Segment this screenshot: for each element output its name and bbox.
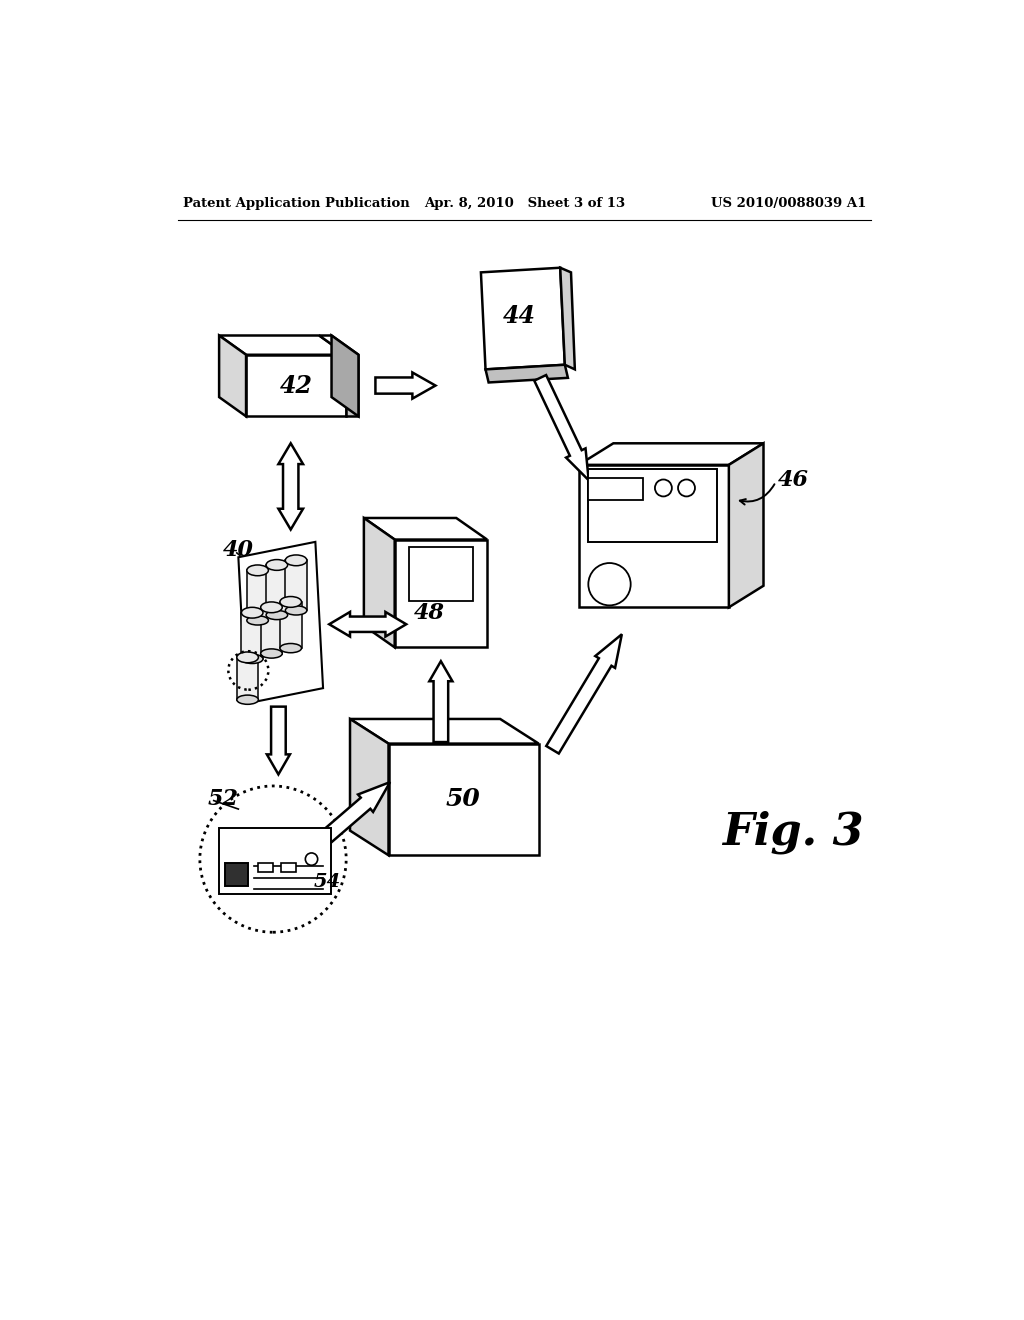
Bar (409, 548, 473, 601)
Polygon shape (279, 444, 303, 529)
Polygon shape (729, 444, 764, 607)
Bar (219, 829, 331, 894)
Bar (258, 863, 273, 873)
Ellipse shape (655, 479, 672, 496)
Ellipse shape (237, 652, 258, 663)
Circle shape (305, 853, 317, 866)
Bar (588, 469, 717, 543)
Polygon shape (394, 540, 487, 647)
Ellipse shape (441, 550, 463, 572)
Polygon shape (266, 565, 288, 615)
Polygon shape (219, 335, 346, 355)
Polygon shape (579, 444, 764, 465)
Text: 52: 52 (208, 788, 239, 810)
Ellipse shape (247, 615, 268, 626)
Ellipse shape (589, 564, 631, 606)
Ellipse shape (266, 610, 288, 619)
Text: Fig. 3: Fig. 3 (722, 810, 863, 854)
Text: 44: 44 (503, 304, 536, 329)
Polygon shape (319, 335, 358, 355)
Ellipse shape (411, 550, 432, 572)
Polygon shape (242, 612, 263, 659)
Polygon shape (485, 364, 568, 383)
Bar (588, 478, 643, 499)
Ellipse shape (261, 649, 283, 659)
Text: 42: 42 (280, 374, 312, 397)
Text: Patent Application Publication: Patent Application Publication (183, 197, 410, 210)
Polygon shape (346, 355, 358, 416)
Bar (225, 863, 249, 886)
Text: US 2010/0088039 A1: US 2010/0088039 A1 (712, 197, 866, 210)
Polygon shape (239, 543, 323, 704)
Polygon shape (376, 372, 435, 399)
Polygon shape (246, 355, 346, 416)
Polygon shape (330, 612, 407, 636)
Ellipse shape (286, 554, 307, 566)
Text: 46: 46 (777, 470, 808, 491)
Polygon shape (560, 268, 574, 370)
Polygon shape (364, 517, 487, 540)
Ellipse shape (247, 565, 268, 576)
Text: 40: 40 (223, 539, 254, 561)
Polygon shape (481, 268, 565, 370)
Ellipse shape (286, 606, 307, 615)
Polygon shape (350, 719, 388, 855)
Polygon shape (286, 561, 307, 610)
Polygon shape (388, 743, 539, 855)
Polygon shape (546, 635, 622, 754)
Text: 48: 48 (414, 602, 444, 624)
Text: Apr. 8, 2010   Sheet 3 of 13: Apr. 8, 2010 Sheet 3 of 13 (424, 197, 626, 210)
Ellipse shape (678, 479, 695, 496)
Polygon shape (318, 781, 390, 845)
Ellipse shape (280, 597, 301, 607)
Text: 54: 54 (313, 874, 341, 891)
Ellipse shape (242, 607, 263, 618)
Polygon shape (364, 517, 394, 647)
Polygon shape (280, 602, 301, 648)
Polygon shape (429, 661, 453, 742)
Polygon shape (267, 706, 290, 775)
Polygon shape (535, 375, 589, 480)
Polygon shape (350, 719, 539, 743)
Ellipse shape (280, 644, 301, 653)
Polygon shape (237, 657, 258, 700)
Polygon shape (332, 335, 358, 416)
Text: 50: 50 (445, 787, 480, 810)
Ellipse shape (266, 560, 288, 570)
Ellipse shape (261, 602, 283, 612)
Polygon shape (219, 335, 246, 416)
Circle shape (200, 785, 346, 932)
Polygon shape (261, 607, 283, 653)
Polygon shape (579, 465, 729, 607)
Ellipse shape (237, 696, 258, 705)
Bar (281, 863, 296, 873)
Polygon shape (247, 570, 268, 620)
Ellipse shape (242, 655, 263, 664)
